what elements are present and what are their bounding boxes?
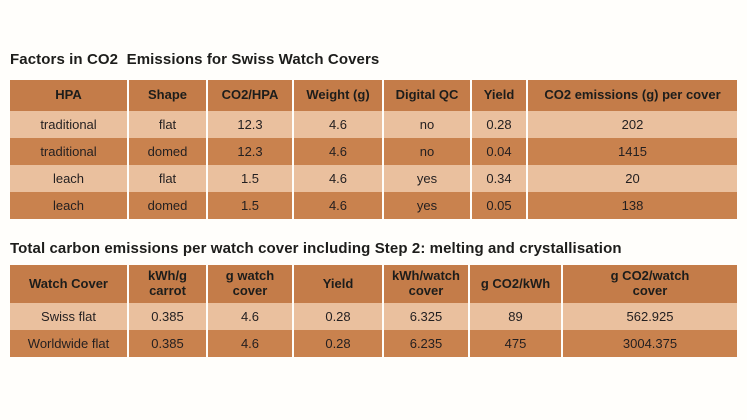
cell-co2-per-hpa: 12.3 (206, 138, 293, 165)
cell-g-co2-per-kwh: 89 (468, 303, 562, 330)
column-header-g-co2-per-watch-cover: g CO2/watch cover (561, 265, 737, 303)
cell-co2-emissions: 20 (526, 165, 737, 192)
cell-co2-emissions: 138 (526, 192, 737, 219)
table-row: Worldwide flat 0.385 4.6 0.28 6.235 475 … (10, 330, 737, 357)
column-header-yield: Yield (470, 80, 527, 111)
cell-yield: 0.04 (470, 138, 527, 165)
cell-g-watch-cover: 4.6 (206, 303, 293, 330)
cell-weight: 4.6 (292, 138, 383, 165)
total-emissions-table: Watch Cover kWh/g carrot g watch cover Y… (10, 265, 737, 357)
cell-digital-qc: yes (382, 192, 471, 219)
column-header-g-co2-per-kwh: g CO2/kWh (468, 265, 562, 303)
cell-yield: 0.28 (470, 111, 527, 138)
cell-yield: 0.28 (292, 330, 383, 357)
column-header-kwh-per-watch-cover: kWh/watch cover (382, 265, 469, 303)
cell-g-co2-per-watch-cover: 3004.375 (561, 330, 737, 357)
table-row: leach domed 1.5 4.6 yes 0.05 138 (10, 192, 737, 219)
cell-kwh-per-g-carrot: 0.385 (127, 330, 207, 357)
factors-table: HPA Shape CO2/HPA Weight (g) Digital QC … (10, 80, 737, 219)
cell-kwh-per-watch-cover: 6.235 (382, 330, 469, 357)
cell-digital-qc: yes (382, 165, 471, 192)
cell-hpa: traditional (10, 111, 128, 138)
cell-kwh-per-g-carrot: 0.385 (127, 303, 207, 330)
column-header-watch-cover: Watch Cover (10, 265, 128, 303)
column-header-yield: Yield (292, 265, 383, 303)
column-header-co2-per-hpa: CO2/HPA (206, 80, 293, 111)
column-header-g-watch-cover: g watch cover (206, 265, 293, 303)
cell-yield: 0.28 (292, 303, 383, 330)
total-emissions-header-row: Watch Cover kWh/g carrot g watch cover Y… (10, 265, 737, 303)
cell-shape: domed (127, 192, 207, 219)
table-row: leach flat 1.5 4.6 yes 0.34 20 (10, 165, 737, 192)
cell-co2-per-hpa: 1.5 (206, 165, 293, 192)
cell-yield: 0.34 (470, 165, 527, 192)
cell-yield: 0.05 (470, 192, 527, 219)
column-header-digital-qc: Digital QC (382, 80, 471, 111)
cell-co2-emissions: 1415 (526, 138, 737, 165)
column-header-hpa: HPA (10, 80, 128, 111)
column-header-kwh-per-g-carrot: kWh/g carrot (127, 265, 207, 303)
cell-g-watch-cover: 4.6 (206, 330, 293, 357)
cell-watch-cover: Swiss flat (10, 303, 128, 330)
total-emissions-table-title: Total carbon emissions per watch cover i… (10, 240, 622, 257)
cell-g-co2-per-kwh: 475 (468, 330, 562, 357)
column-header-shape: Shape (127, 80, 207, 111)
table-row: Swiss flat 0.385 4.6 0.28 6.325 89 562.9… (10, 303, 737, 330)
column-header-weight: Weight (g) (292, 80, 383, 111)
cell-kwh-per-watch-cover: 6.325 (382, 303, 469, 330)
cell-weight: 4.6 (292, 192, 383, 219)
cell-shape: domed (127, 138, 207, 165)
cell-co2-emissions: 202 (526, 111, 737, 138)
table-row: traditional flat 12.3 4.6 no 0.28 202 (10, 111, 737, 138)
cell-co2-per-hpa: 1.5 (206, 192, 293, 219)
cell-weight: 4.6 (292, 165, 383, 192)
cell-hpa: leach (10, 192, 128, 219)
table-row: traditional domed 12.3 4.6 no 0.04 1415 (10, 138, 737, 165)
factors-table-header-row: HPA Shape CO2/HPA Weight (g) Digital QC … (10, 80, 737, 111)
cell-hpa: traditional (10, 138, 128, 165)
cell-watch-cover: Worldwide flat (10, 330, 128, 357)
cell-g-co2-per-watch-cover: 562.925 (561, 303, 737, 330)
cell-digital-qc: no (382, 111, 471, 138)
cell-hpa: leach (10, 165, 128, 192)
column-header-co2-emissions-per-cover: CO2 emissions (g) per cover (526, 80, 737, 111)
cell-shape: flat (127, 165, 207, 192)
factors-table-title: Factors in CO2 Emissions for Swiss Watch… (10, 51, 380, 68)
cell-digital-qc: no (382, 138, 471, 165)
cell-co2-per-hpa: 12.3 (206, 111, 293, 138)
cell-shape: flat (127, 111, 207, 138)
cell-weight: 4.6 (292, 111, 383, 138)
